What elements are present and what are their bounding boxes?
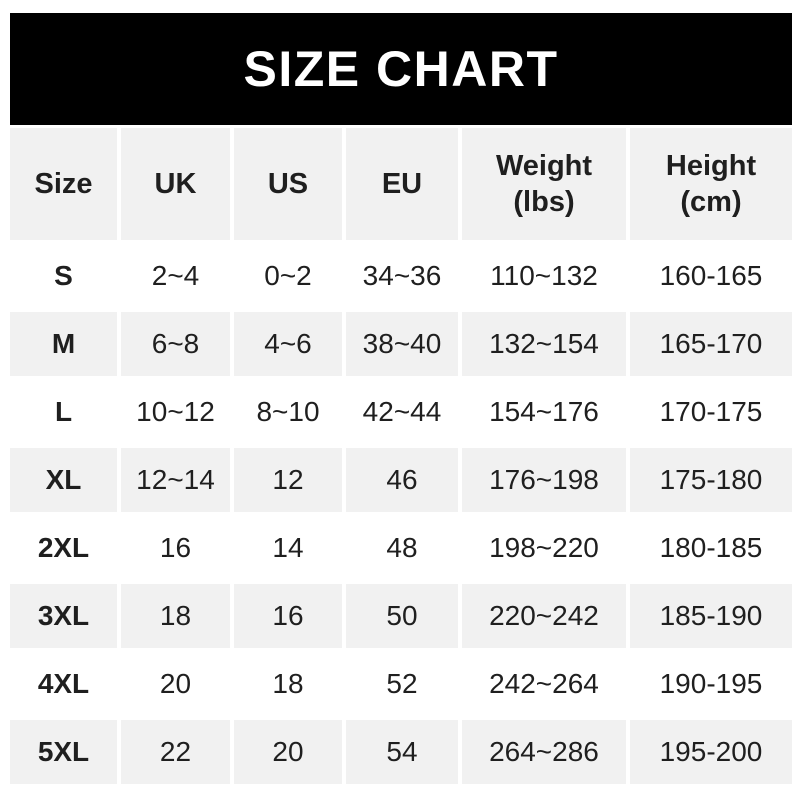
cell-height-cm: 180-185 <box>630 516 792 580</box>
cell-weight-lbs: 132~154 <box>462 312 626 376</box>
cell-height-cm: 190-195 <box>630 652 792 716</box>
table-row: S 2~4 0~2 34~36 110~132 160-165 <box>10 244 792 308</box>
cell-height-cm: 165-170 <box>630 312 792 376</box>
table-body: S 2~4 0~2 34~36 110~132 160-165 M 6~8 4~… <box>10 244 792 784</box>
cell-eu: 52 <box>346 652 458 716</box>
cell-us: 20 <box>234 720 342 784</box>
cell-size: XL <box>10 448 117 512</box>
cell-height-cm: 195-200 <box>630 720 792 784</box>
cell-eu: 46 <box>346 448 458 512</box>
cell-height-cm: 175-180 <box>630 448 792 512</box>
cell-height-cm: 185-190 <box>630 584 792 648</box>
cell-weight-lbs: 176~198 <box>462 448 626 512</box>
table-row: 4XL 20 18 52 242~264 190-195 <box>10 652 792 716</box>
cell-eu: 34~36 <box>346 244 458 308</box>
cell-weight-lbs: 198~220 <box>462 516 626 580</box>
cell-size: 4XL <box>10 652 117 716</box>
cell-us: 0~2 <box>234 244 342 308</box>
column-header-height: Height (cm) <box>630 128 792 240</box>
table-row: M 6~8 4~6 38~40 132~154 165-170 <box>10 312 792 376</box>
page-title: SIZE CHART <box>243 41 559 97</box>
table-row: XL 12~14 12 46 176~198 175-180 <box>10 448 792 512</box>
cell-eu: 38~40 <box>346 312 458 376</box>
column-header-weight: Weight (lbs) <box>462 128 626 240</box>
column-header-us: US <box>234 128 342 240</box>
cell-height-cm: 170-175 <box>630 380 792 444</box>
cell-height-cm: 160-165 <box>630 244 792 308</box>
cell-eu: 48 <box>346 516 458 580</box>
cell-uk: 10~12 <box>121 380 230 444</box>
cell-weight-lbs: 110~132 <box>462 244 626 308</box>
cell-us: 18 <box>234 652 342 716</box>
table-row: 3XL 18 16 50 220~242 185-190 <box>10 584 792 648</box>
cell-uk: 12~14 <box>121 448 230 512</box>
cell-eu: 42~44 <box>346 380 458 444</box>
cell-uk: 6~8 <box>121 312 230 376</box>
cell-us: 8~10 <box>234 380 342 444</box>
cell-eu: 54 <box>346 720 458 784</box>
cell-weight-lbs: 242~264 <box>462 652 626 716</box>
cell-size: S <box>10 244 117 308</box>
table-header-row: Size UK US EU Weight (lbs) Height (cm) <box>10 128 792 240</box>
cell-us: 16 <box>234 584 342 648</box>
cell-uk: 20 <box>121 652 230 716</box>
cell-us: 12 <box>234 448 342 512</box>
cell-uk: 16 <box>121 516 230 580</box>
cell-eu: 50 <box>346 584 458 648</box>
cell-weight-lbs: 264~286 <box>462 720 626 784</box>
cell-uk: 2~4 <box>121 244 230 308</box>
size-chart-banner: SIZE CHART <box>10 13 792 125</box>
cell-size: M <box>10 312 117 376</box>
cell-size: L <box>10 380 117 444</box>
cell-size: 2XL <box>10 516 117 580</box>
table-row: 2XL 16 14 48 198~220 180-185 <box>10 516 792 580</box>
column-header-uk: UK <box>121 128 230 240</box>
cell-us: 14 <box>234 516 342 580</box>
cell-uk: 18 <box>121 584 230 648</box>
size-chart-table: Size UK US EU Weight (lbs) Height (cm) S… <box>10 128 792 784</box>
cell-weight-lbs: 154~176 <box>462 380 626 444</box>
cell-size: 3XL <box>10 584 117 648</box>
cell-size: 5XL <box>10 720 117 784</box>
column-header-eu: EU <box>346 128 458 240</box>
table-row: 5XL 22 20 54 264~286 195-200 <box>10 720 792 784</box>
table-row: L 10~12 8~10 42~44 154~176 170-175 <box>10 380 792 444</box>
cell-us: 4~6 <box>234 312 342 376</box>
column-header-size: Size <box>10 128 117 240</box>
cell-uk: 22 <box>121 720 230 784</box>
cell-weight-lbs: 220~242 <box>462 584 626 648</box>
